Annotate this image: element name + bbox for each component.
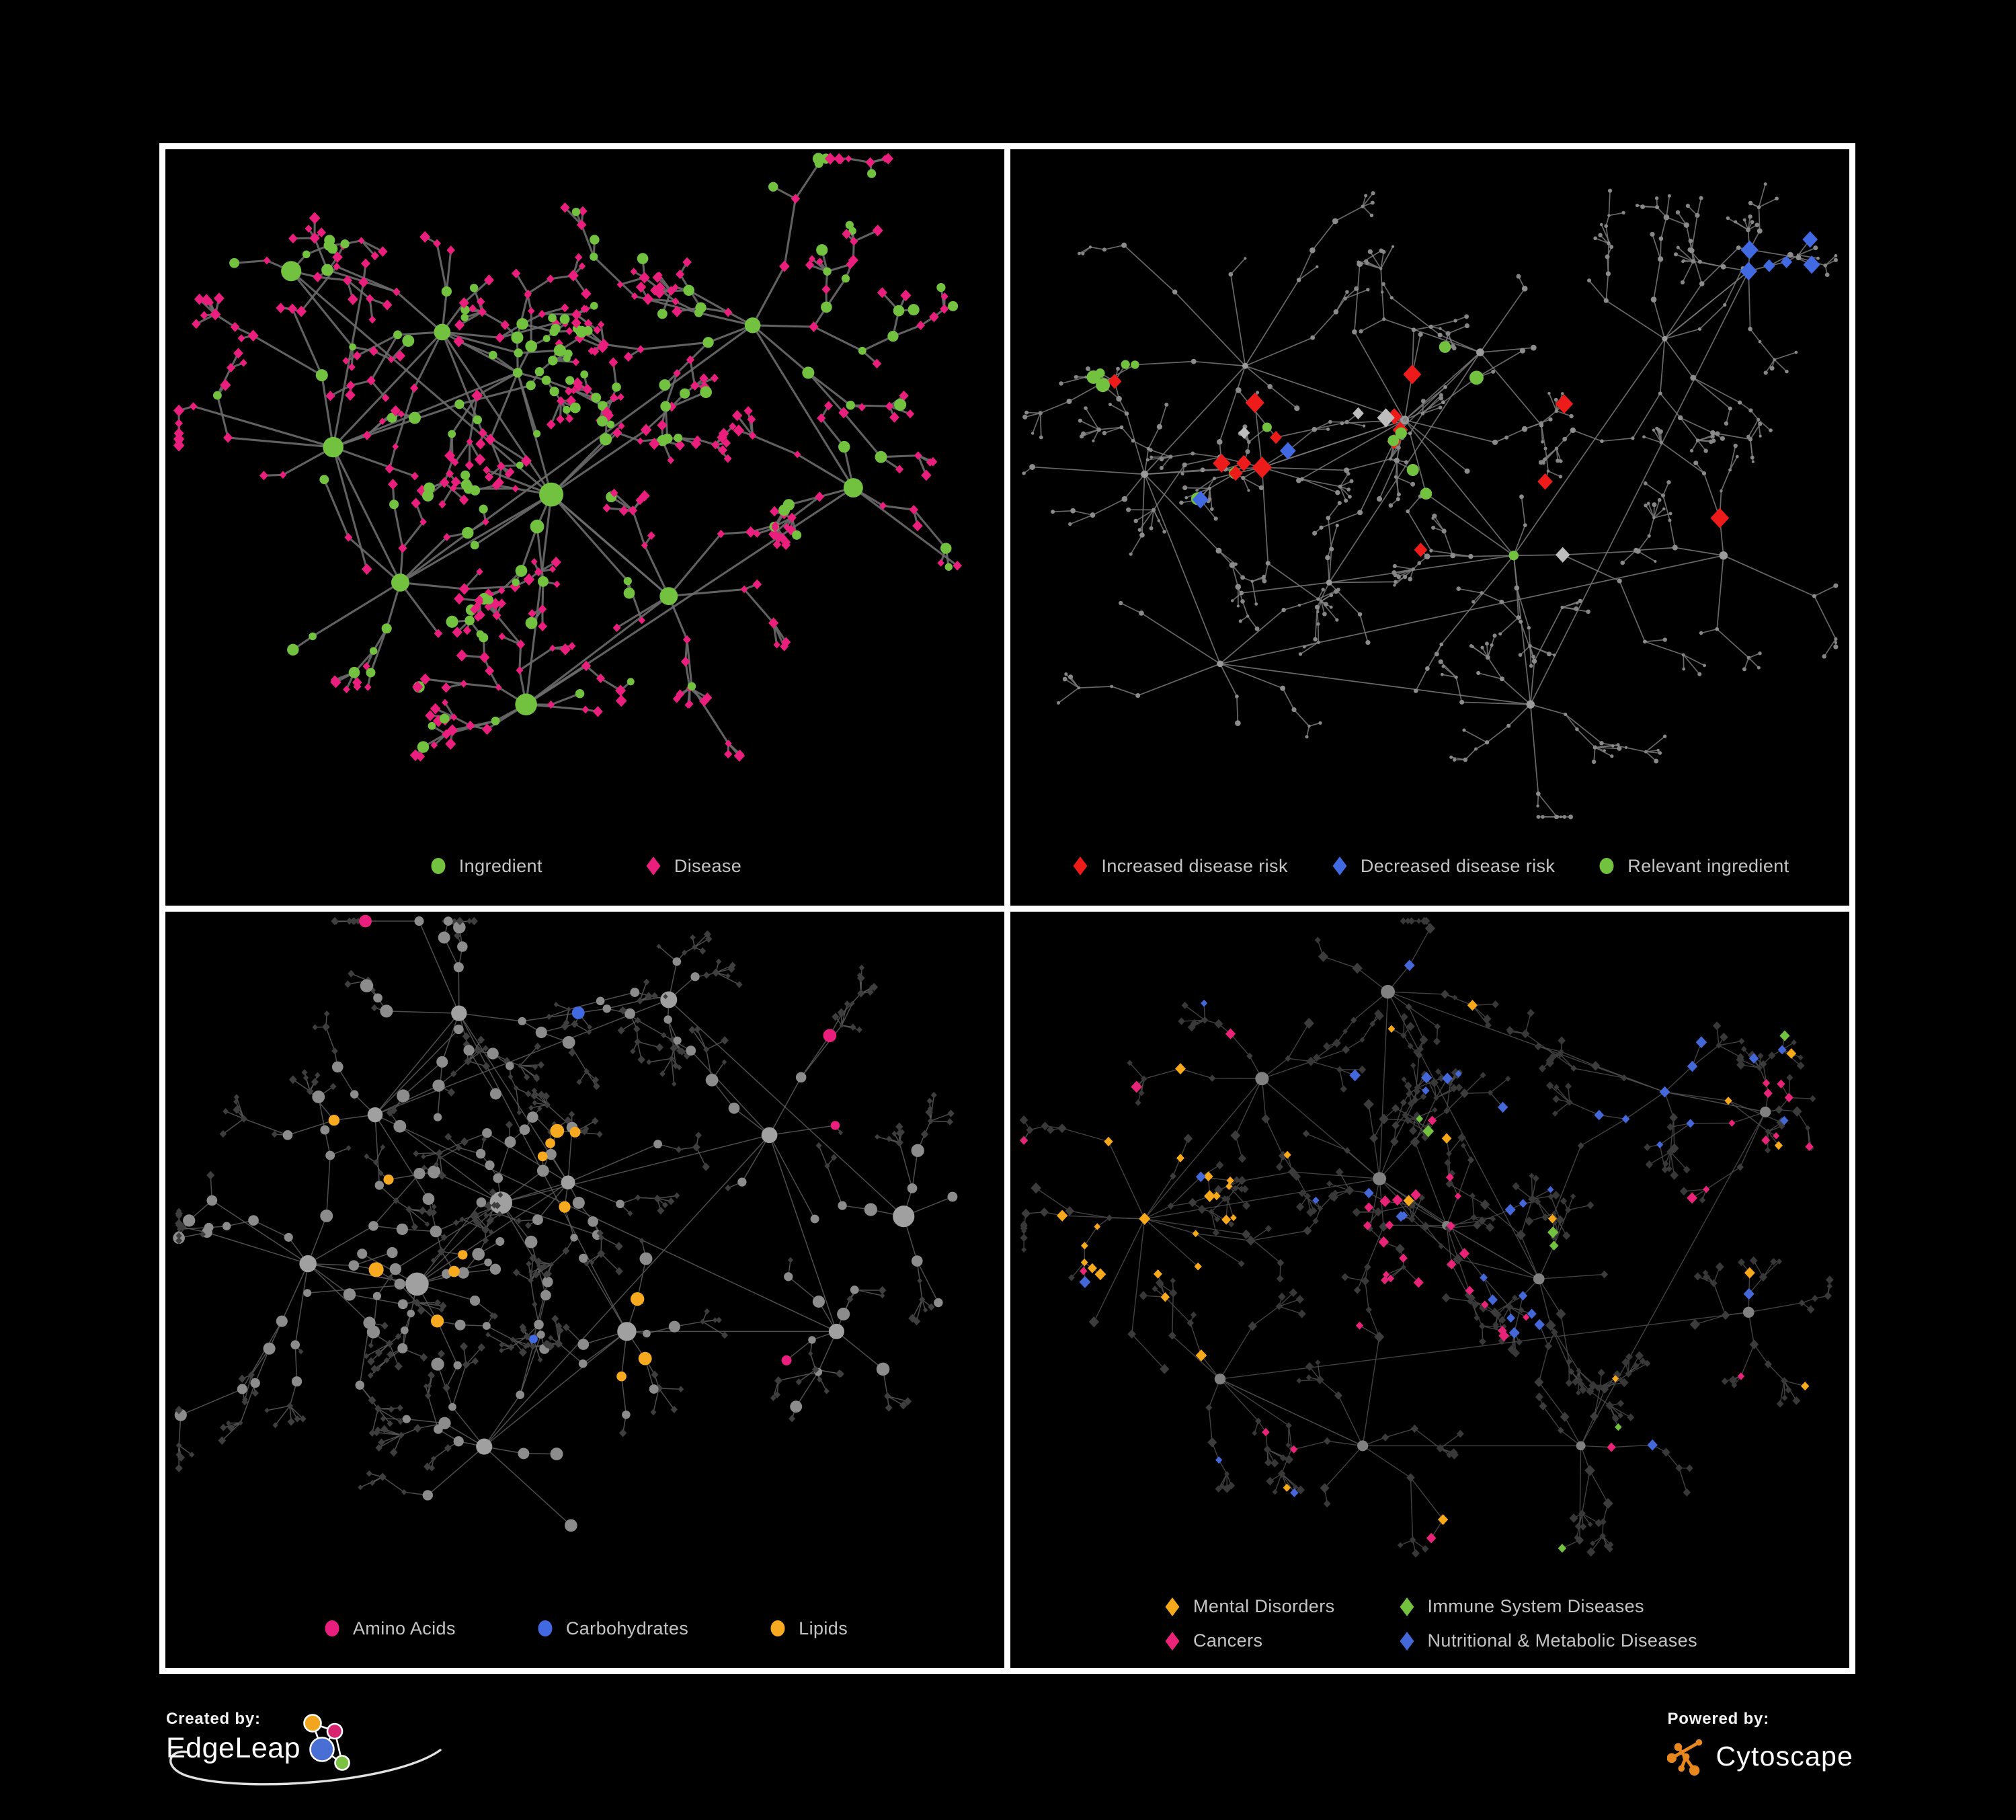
- cytoscape-lockup: Cytoscape: [1667, 1737, 1853, 1776]
- panel-ingredient-disease: Ingredient Disease: [165, 149, 1004, 906]
- relevant-ingredient-circle-icon: [1599, 858, 1614, 874]
- cancers-diamond-icon: [1165, 1631, 1180, 1651]
- carbohydrates-circle-icon: [538, 1620, 553, 1636]
- disease-diamond-icon: [646, 857, 661, 875]
- edgeleap-wordmark: EdgeLeap: [166, 1732, 301, 1764]
- edgeleap-logo-pink-node: [326, 1723, 344, 1740]
- legend-label: Carbohydrates: [565, 1618, 689, 1638]
- panel-grid: Ingredient Disease Increased disease ris…: [159, 143, 1855, 1674]
- amino-acids-circle-icon: [325, 1620, 339, 1636]
- legend-item-mental-disorders: Mental Disorders: [1162, 1596, 1334, 1617]
- legend-item-lipids: Lipids: [768, 1618, 848, 1639]
- legend-label: Nutritional & Metabolic Diseases: [1427, 1630, 1697, 1651]
- panel-disease-risk: Increased disease risk Decreased disease…: [1010, 149, 1849, 906]
- lipids-circle-icon: [770, 1620, 785, 1636]
- ingredient-disease-network-svg: [173, 153, 962, 762]
- legend-item-decreased-risk: Decreased disease risk: [1330, 856, 1555, 877]
- edgeleap-logo: [303, 1714, 350, 1771]
- edgeleap-logo-orange-node: [303, 1714, 322, 1733]
- nutritional-metabolic-diamond-icon: [1400, 1631, 1414, 1651]
- legend-label: Increased disease risk: [1101, 855, 1288, 876]
- legend-item-nutritional-metabolic-diseases: Nutritional & Metabolic Diseases: [1397, 1630, 1697, 1651]
- edgeleap-credit: Created by: EdgeLeap: [166, 1710, 442, 1786]
- disease-risk-network-svg: [1022, 182, 1839, 820]
- immune-diseases-diamond-icon: [1400, 1597, 1414, 1616]
- ingredient-disease-legend: Ingredient Disease: [165, 826, 1004, 906]
- increased-risk-diamond-icon: [1073, 857, 1088, 875]
- disease-categories-network-svg: [1019, 916, 1834, 1558]
- legend-label: Lipids: [799, 1618, 848, 1638]
- ingredient-circle-icon: [431, 858, 446, 874]
- disease-categories-legend: Mental Disorders Immune System Diseases …: [1010, 1579, 1849, 1668]
- cytoscape-credit: Powered by: Cytoscape: [1667, 1710, 1853, 1776]
- decreased-risk-diamond-icon: [1332, 857, 1347, 875]
- ingredient-disease-network: [165, 149, 1004, 826]
- powered-by-label: Powered by:: [1667, 1710, 1769, 1728]
- macronutrients-legend: Amino Acids Carbohydrates Lipids: [165, 1589, 1004, 1668]
- edgeleap-logo-green-node: [334, 1755, 350, 1771]
- legend-label: Immune System Diseases: [1427, 1596, 1644, 1616]
- legend-item-carbohydrates: Carbohydrates: [535, 1618, 688, 1639]
- macronutrients-network: [165, 912, 1004, 1589]
- disease-categories-network: [1010, 912, 1849, 1579]
- cytoscape-logo: [1667, 1739, 1703, 1776]
- legend-label: Amino Acids: [352, 1618, 456, 1638]
- legend-item-cancers: Cancers: [1162, 1630, 1262, 1651]
- legend-item-increased-risk: Increased disease risk: [1070, 856, 1287, 877]
- legend-item-relevant-ingredient: Relevant ingredient: [1597, 856, 1789, 877]
- legend-item-disease: Disease: [643, 856, 741, 877]
- disease-risk-legend: Increased disease risk Decreased disease…: [1010, 826, 1849, 906]
- legend-label: Cancers: [1193, 1630, 1263, 1651]
- legend-item-immune-system-diseases: Immune System Diseases: [1397, 1596, 1644, 1617]
- edgeleap-logo-blue-node: [309, 1737, 335, 1762]
- macronutrients-network-svg: [173, 914, 958, 1532]
- legend-label: Ingredient: [458, 855, 542, 876]
- created-by-label: Created by:: [166, 1710, 261, 1728]
- legend-item-amino-acids: Amino Acids: [322, 1618, 456, 1639]
- legend-label: Decreased disease risk: [1360, 855, 1556, 876]
- cytoscape-wordmark: Cytoscape: [1716, 1740, 1853, 1772]
- legend-label: Disease: [674, 855, 742, 876]
- panel-disease-categories: Mental Disorders Immune System Diseases …: [1010, 912, 1849, 1668]
- disease-risk-network: [1010, 149, 1849, 826]
- mental-disorders-diamond-icon: [1165, 1597, 1180, 1616]
- cytoscape-logo-nodes: [1667, 1739, 1703, 1776]
- legend-label: Relevant ingredient: [1627, 855, 1789, 876]
- panel-macronutrients: Amino Acids Carbohydrates Lipids: [165, 912, 1004, 1668]
- legend-item-ingredient: Ingredient: [428, 856, 542, 877]
- legend-label: Mental Disorders: [1193, 1596, 1335, 1616]
